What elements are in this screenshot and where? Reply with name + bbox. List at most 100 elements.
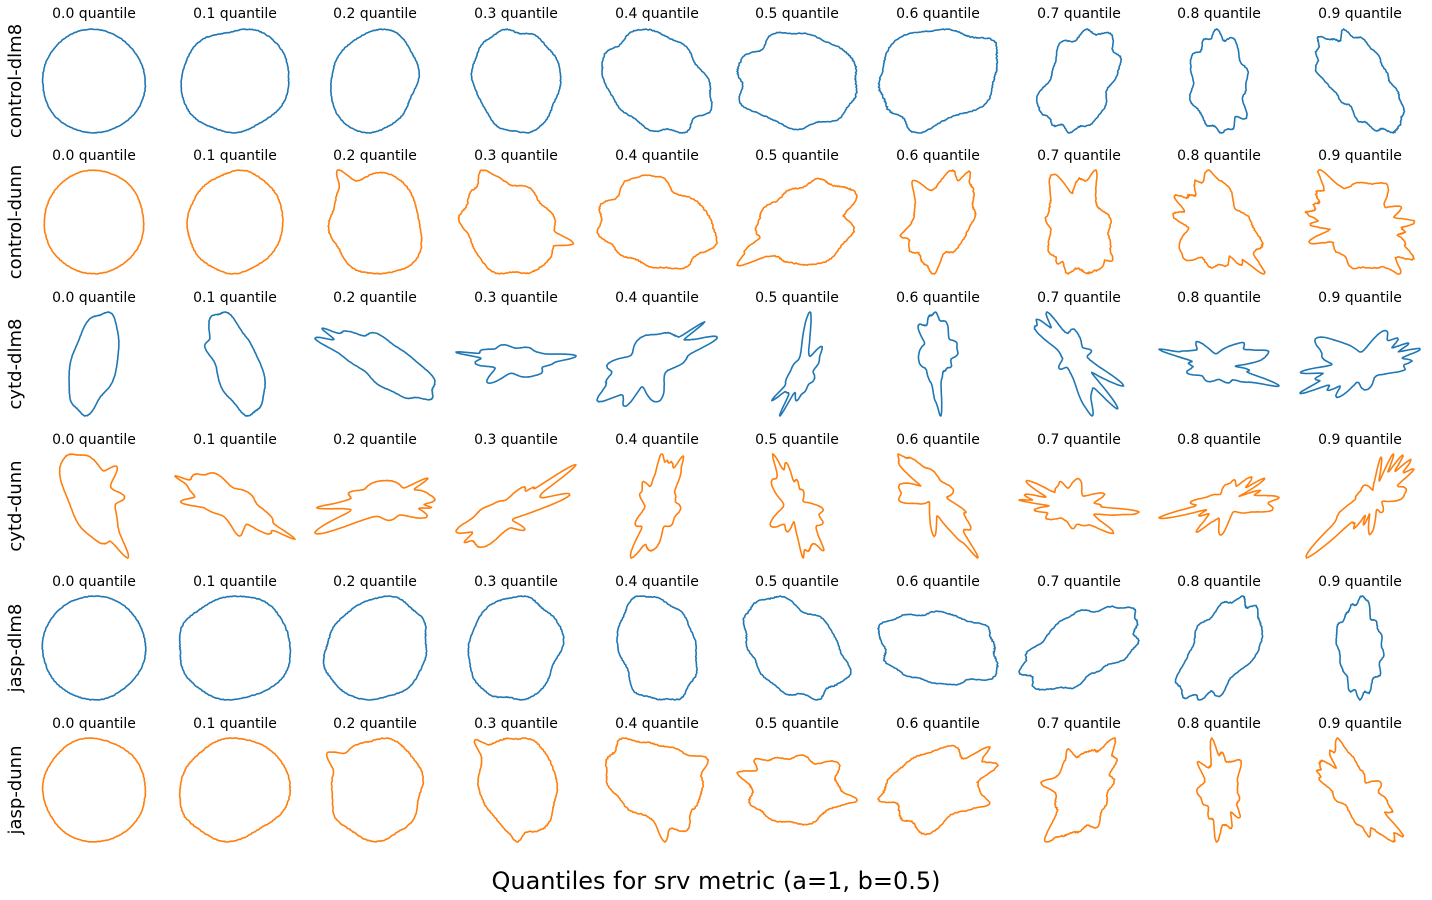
quantile-title: 0.7 quantile bbox=[1037, 432, 1121, 448]
cell-outline bbox=[877, 744, 999, 836]
cell-outline bbox=[769, 453, 825, 559]
cell-outline bbox=[329, 28, 421, 134]
cell-control-dunn-1: 0.1 quantile bbox=[186, 148, 284, 275]
quantile-title: 0.4 quantile bbox=[615, 148, 699, 164]
row-label-control-dunn: control-dunn bbox=[5, 165, 26, 280]
cell-cytd-dunn-0: 0.0 quantile bbox=[52, 432, 136, 559]
quantile-title: 0.6 quantile bbox=[896, 6, 980, 22]
cell-cytd-dunn-4: 0.4 quantile bbox=[615, 432, 699, 559]
cell-outline bbox=[470, 28, 562, 134]
figure-title: Quantiles for srv metric (a=1, b=0.5) bbox=[492, 867, 941, 895]
cell-jasp-dlm8-3: 0.3 quantile bbox=[467, 574, 565, 701]
quantile-title: 0.6 quantile bbox=[896, 574, 980, 590]
cell-cytd-dlm8-3: 0.3 quantile bbox=[455, 290, 577, 384]
cell-outline bbox=[41, 28, 147, 134]
cell-outline bbox=[455, 344, 577, 384]
cell-control-dunn-0: 0.0 quantile bbox=[43, 148, 145, 275]
quantile-title: 0.2 quantile bbox=[333, 716, 417, 732]
cell-cytd-dlm8-0: 0.0 quantile bbox=[52, 290, 136, 417]
cell-jasp-dlm8-0: 0.0 quantile bbox=[41, 574, 147, 701]
cell-control-dlm8-2: 0.2 quantile bbox=[329, 6, 421, 134]
cell-outline bbox=[1188, 28, 1250, 134]
quantile-title: 0.0 quantile bbox=[52, 6, 136, 22]
quantile-title: 0.8 quantile bbox=[1177, 716, 1261, 732]
cell-outline bbox=[877, 28, 999, 134]
cell-outline bbox=[736, 31, 858, 131]
cell-outline bbox=[897, 453, 979, 559]
cell-jasp-dlm8-2: 0.2 quantile bbox=[322, 574, 428, 701]
quantile-title: 0.2 quantile bbox=[333, 6, 417, 22]
cell-outline bbox=[203, 311, 267, 417]
cell-jasp-dunn-2: 0.2 quantile bbox=[325, 716, 425, 843]
quantile-title: 0.6 quantile bbox=[896, 148, 980, 164]
cell-outline bbox=[41, 595, 147, 701]
cell-jasp-dunn-5: 0.5 quantile bbox=[736, 716, 858, 826]
quantile-title: 0.2 quantile bbox=[333, 290, 417, 306]
quantile-title: 0.3 quantile bbox=[474, 574, 558, 590]
quantile-title: 0.9 quantile bbox=[1318, 148, 1402, 164]
cell-cytd-dunn-3: 0.3 quantile bbox=[455, 432, 577, 549]
cell-outline bbox=[473, 737, 559, 843]
cell-outline bbox=[41, 737, 147, 843]
quantile-title: 0.1 quantile bbox=[193, 290, 277, 306]
cell-outline bbox=[178, 737, 292, 843]
quantile-title: 0.6 quantile bbox=[896, 432, 980, 448]
cell-outline bbox=[322, 595, 428, 701]
quantile-title: 0.1 quantile bbox=[193, 432, 277, 448]
quantile-title: 0.4 quantile bbox=[615, 716, 699, 732]
quantile-title: 0.1 quantile bbox=[193, 148, 277, 164]
cell-jasp-dunn-7: 0.7 quantile bbox=[1037, 716, 1121, 843]
quantile-title: 0.5 quantile bbox=[755, 432, 839, 448]
cell-control-dlm8-7: 0.7 quantile bbox=[1035, 6, 1123, 134]
cell-control-dunn-6: 0.6 quantile bbox=[896, 148, 980, 275]
cell-outline bbox=[601, 28, 713, 134]
quantile-title: 0.7 quantile bbox=[1037, 148, 1121, 164]
cell-outline bbox=[178, 595, 292, 701]
quantile-title: 0.9 quantile bbox=[1318, 6, 1402, 22]
cell-outline bbox=[325, 737, 425, 843]
cell-outline bbox=[1196, 737, 1242, 843]
cell-control-dlm8-0: 0.0 quantile bbox=[41, 6, 147, 134]
quantile-title: 0.0 quantile bbox=[52, 716, 136, 732]
cell-cytd-dlm8-9: 0.9 quantile bbox=[1299, 290, 1421, 399]
cell-jasp-dunn-0: 0.0 quantile bbox=[41, 716, 147, 843]
cell-jasp-dlm8-9: 0.9 quantile bbox=[1318, 574, 1402, 701]
row-label-jasp-dunn: jasp-dunn bbox=[5, 746, 26, 836]
cell-cytd-dlm8-7: 0.7 quantile bbox=[1033, 290, 1125, 417]
quantile-title: 0.2 quantile bbox=[333, 432, 417, 448]
quantile-title: 0.8 quantile bbox=[1177, 432, 1261, 448]
cell-jasp-dunn-1: 0.1 quantile bbox=[178, 716, 292, 843]
quantile-title: 0.4 quantile bbox=[615, 432, 699, 448]
row-label-jasp-dlm8: jasp-dlm8 bbox=[5, 604, 26, 694]
cell-cytd-dunn-5: 0.5 quantile bbox=[755, 432, 839, 559]
quantile-title: 0.1 quantile bbox=[193, 716, 277, 732]
cell-outline bbox=[186, 169, 284, 275]
quantile-title: 0.3 quantile bbox=[474, 716, 558, 732]
row-label-cytd-dlm8: cytd-dlm8 bbox=[5, 319, 26, 410]
quantile-title: 0.0 quantile bbox=[52, 432, 136, 448]
cell-outline bbox=[877, 610, 999, 686]
cell-jasp-dunn-6: 0.6 quantile bbox=[877, 716, 999, 836]
cell-outline bbox=[58, 453, 130, 559]
quantile-title: 0.7 quantile bbox=[1037, 290, 1121, 306]
quantile-title: 0.4 quantile bbox=[615, 6, 699, 22]
cell-outline bbox=[629, 453, 685, 559]
cell-jasp-dlm8-6: 0.6 quantile bbox=[877, 574, 999, 686]
cell-outline bbox=[1158, 476, 1280, 536]
cell-outline bbox=[43, 169, 145, 275]
cell-outline bbox=[1174, 595, 1264, 701]
cell-outline bbox=[1315, 737, 1405, 843]
cell-outline bbox=[68, 311, 120, 417]
cell-control-dunn-2: 0.2 quantile bbox=[327, 148, 423, 275]
quantile-title: 0.8 quantile bbox=[1177, 290, 1261, 306]
cell-control-dlm8-3: 0.3 quantile bbox=[470, 6, 562, 134]
quantile-title: 0.5 quantile bbox=[755, 148, 839, 164]
quantile-title: 0.5 quantile bbox=[755, 6, 839, 22]
quantile-title: 0.0 quantile bbox=[52, 290, 136, 306]
quantile-title: 0.1 quantile bbox=[193, 574, 277, 590]
cell-cytd-dlm8-2: 0.2 quantile bbox=[314, 290, 436, 401]
cell-control-dunn-3: 0.3 quantile bbox=[457, 148, 575, 275]
panel-grid: control-dlm8 0.0 quantile 0.1 quantile 0.2 … bbox=[5, 6, 1421, 843]
quantile-title: 0.5 quantile bbox=[755, 716, 839, 732]
